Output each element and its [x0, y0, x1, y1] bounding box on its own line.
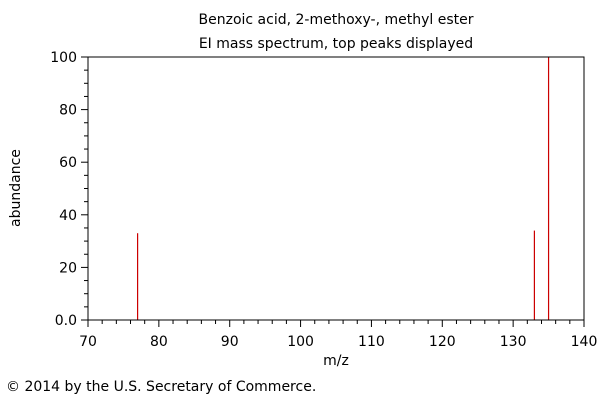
tick-group: 70 80 90 100 110 120 130 140 0.0 20 40 60 80 100 [50, 50, 597, 350]
chart-title: Benzoic acid, 2-methoxy-, methyl ester [199, 12, 474, 28]
y-tick-label: 100 [50, 50, 77, 66]
chart-subtitle: EI mass spectrum, top peaks displayed [199, 36, 473, 52]
y-tick-label: 20 [59, 260, 77, 276]
peak-group [137, 57, 550, 320]
y-tick-label: 80 [59, 103, 77, 119]
x-tick-label: 120 [429, 334, 456, 350]
x-tick-label: 80 [150, 334, 168, 350]
x-axis-label: m/z [323, 353, 349, 369]
plot-frame [87, 56, 585, 321]
y-axis-label: abundance [8, 149, 24, 227]
x-tick-label: 130 [500, 334, 527, 350]
x-tick-label: 110 [358, 334, 385, 350]
copyright-notice: © 2014 by the U.S. Secretary of Commerce… [6, 379, 317, 395]
y-tick-label: 60 [59, 155, 77, 171]
axes [87, 56, 585, 321]
x-tick-label: 70 [79, 334, 97, 350]
x-tick-label: 100 [287, 334, 314, 350]
y-tick-label: 40 [59, 208, 77, 224]
x-tick-label: 90 [221, 334, 239, 350]
x-tick-label: 140 [571, 334, 598, 350]
y-tick-label: 0.0 [55, 313, 77, 329]
